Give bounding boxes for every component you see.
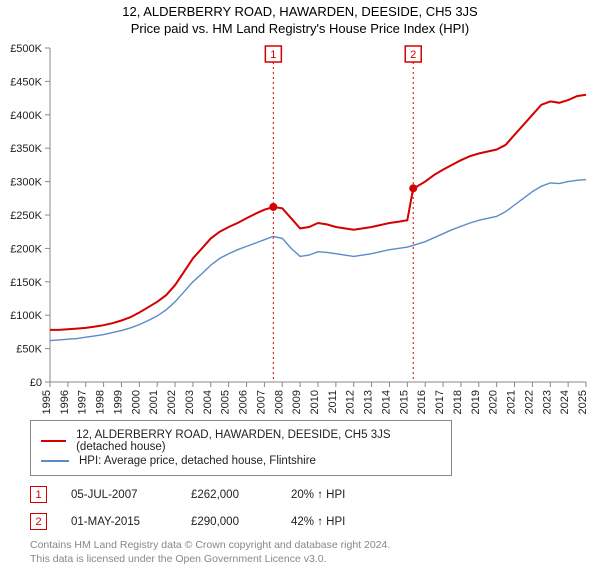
x-tick-label: 2015 — [398, 390, 410, 414]
x-tick-label: 2002 — [166, 390, 178, 414]
chart-subtitle: Price paid vs. HM Land Registry's House … — [0, 21, 600, 36]
sale-marker-number: 1 — [270, 49, 276, 61]
y-tick-label: £400K — [10, 110, 42, 122]
sale-marker-dot — [409, 184, 417, 192]
legend-row: 12, ALDERBERRY ROAD, HAWARDEN, DEESIDE, … — [41, 429, 441, 453]
y-tick-label: £150K — [10, 277, 42, 289]
sale-marker-number: 2 — [410, 49, 416, 61]
x-tick-label: 2013 — [363, 390, 375, 414]
x-tick-label: 2001 — [148, 390, 160, 414]
sale-rows: 1 05-JUL-2007£262,00020% ↑ HPI 2 01-MAY-201… — [30, 486, 570, 530]
y-tick-label: £500K — [10, 43, 42, 55]
title-area: 12, ALDERBERRY ROAD, HAWARDEN, DEESIDE, … — [0, 0, 600, 38]
sale-marker-dot — [269, 203, 277, 211]
legend-label: HPI: Average price, detached house, Flin… — [79, 455, 316, 467]
x-tick-label: 2016 — [416, 390, 428, 414]
sale-badge: 1 — [30, 486, 47, 503]
y-tick-label: £0 — [30, 377, 42, 389]
attribution-line2: This data is licensed under the Open Gov… — [30, 552, 570, 566]
sale-badge: 2 — [30, 513, 47, 530]
x-tick-label: 2018 — [452, 390, 464, 414]
x-tick-label: 1998 — [95, 390, 107, 414]
chart-container: 12, ALDERBERRY ROAD, HAWARDEN, DEESIDE, … — [0, 0, 600, 566]
x-tick-label: 2021 — [506, 390, 518, 414]
x-tick-label: 2024 — [559, 390, 571, 414]
x-tick-label: 2006 — [238, 390, 250, 414]
sale-pct: 20% ↑ HPI — [291, 489, 411, 501]
sale-date: 05-JUL-2007 — [71, 489, 191, 501]
legend-box: 12, ALDERBERRY ROAD, HAWARDEN, DEESIDE, … — [30, 420, 452, 476]
y-tick-label: £450K — [10, 76, 42, 88]
legend-swatch — [41, 440, 66, 442]
legend-row: HPI: Average price, detached house, Flin… — [41, 455, 441, 467]
x-tick-label: 2005 — [220, 390, 232, 414]
sale-price: £262,000 — [191, 489, 291, 501]
x-tick-label: 1995 — [41, 390, 53, 414]
x-tick-label: 2017 — [434, 390, 446, 414]
x-tick-label: 2009 — [291, 390, 303, 414]
chart-area: £0 £50K £100K £150K £200K £250K £300K £350K £400… — [0, 38, 600, 418]
sale-price: £290,000 — [191, 516, 291, 528]
attribution: Contains HM Land Registry data © Crown c… — [30, 538, 570, 566]
x-tick-label: 2011 — [327, 390, 339, 414]
sale-pct: 42% ↑ HPI — [291, 516, 411, 528]
x-tick-label: 2012 — [345, 390, 357, 414]
x-tick-label: 2022 — [523, 390, 535, 414]
sale-row: 1 05-JUL-2007£262,00020% ↑ HPI — [30, 486, 570, 503]
x-tick-label: 1999 — [112, 390, 124, 414]
attribution-line1: Contains HM Land Registry data © Crown c… — [30, 538, 570, 552]
footer: 12, ALDERBERRY ROAD, HAWARDEN, DEESIDE, … — [0, 420, 600, 566]
x-tick-label: 2008 — [273, 390, 285, 414]
y-tick-label: £200K — [10, 243, 42, 255]
y-tick-label: £350K — [10, 143, 42, 155]
y-tick-label: £50K — [16, 344, 42, 356]
x-tick-label: 2004 — [202, 390, 214, 414]
sale-row: 2 01-MAY-2015£290,00042% ↑ HPI — [30, 513, 570, 530]
x-tick-label: 2020 — [488, 390, 500, 414]
x-tick-label: 2010 — [309, 390, 321, 414]
x-tick-label: 2023 — [541, 390, 553, 414]
sale-date: 01-MAY-2015 — [71, 516, 191, 528]
chart-svg: £0 £50K £100K £150K £200K £250K £300K £350K £400… — [0, 38, 600, 418]
x-tick-label: 2014 — [380, 390, 392, 414]
y-tick-label: £100K — [10, 310, 42, 322]
x-tick-label: 2003 — [184, 390, 196, 414]
chart-title: 12, ALDERBERRY ROAD, HAWARDEN, DEESIDE, … — [0, 4, 600, 19]
y-tick-label: £250K — [10, 210, 42, 222]
x-tick-label: 2025 — [577, 390, 589, 414]
x-tick-label: 2007 — [255, 390, 267, 414]
x-tick-label: 2000 — [130, 390, 142, 414]
legend-swatch — [41, 460, 69, 461]
x-tick-label: 1996 — [59, 390, 71, 414]
legend-label: 12, ALDERBERRY ROAD, HAWARDEN, DEESIDE, … — [76, 429, 441, 453]
y-tick-label: £300K — [10, 177, 42, 189]
x-tick-label: 1997 — [77, 390, 89, 414]
x-tick-label: 2019 — [470, 390, 482, 414]
